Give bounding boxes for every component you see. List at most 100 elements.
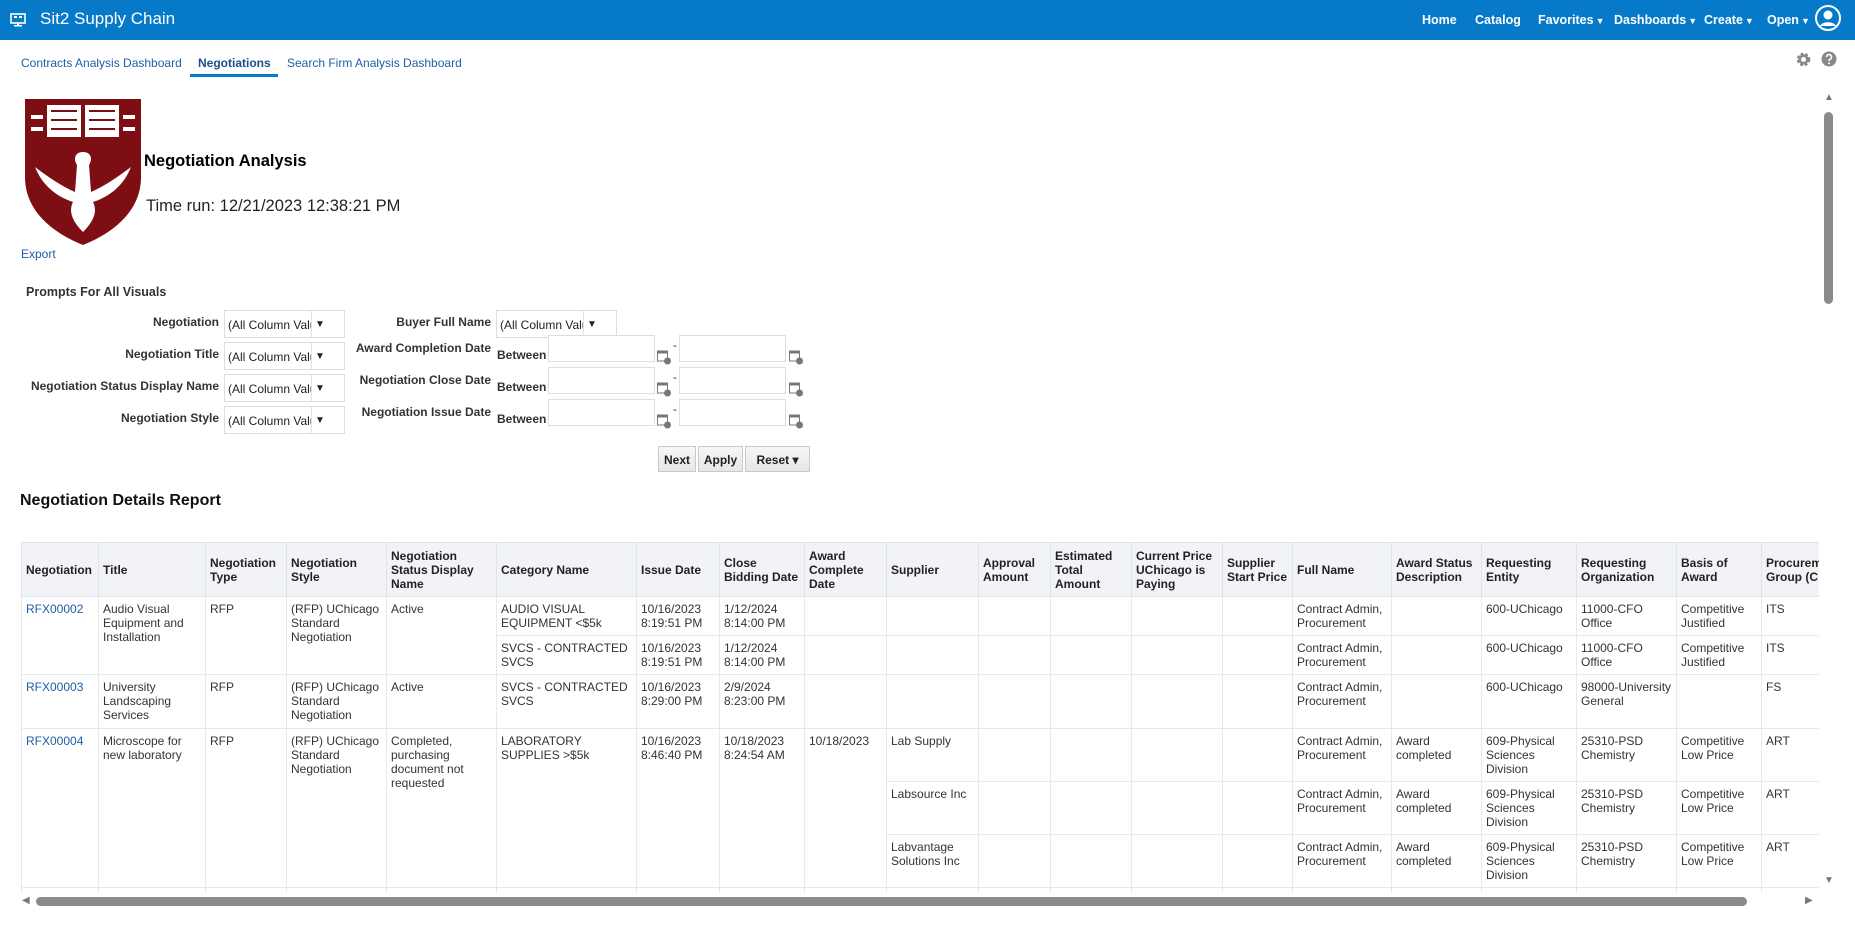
nav-dashboards[interactable]: Dashboards ▼ bbox=[1614, 13, 1697, 27]
table-cell bbox=[1131, 728, 1223, 782]
calendar-icon[interactable] bbox=[789, 381, 804, 397]
table-cell: ITS bbox=[1761, 596, 1819, 636]
table-cell: Award completed bbox=[1391, 834, 1482, 888]
prompt-select-value: (All Column Values) bbox=[228, 350, 311, 364]
table-cell: Labvantage Solutions Inc bbox=[886, 834, 979, 888]
table-cell: 2/9/2024 8:23:00 PM bbox=[719, 674, 805, 729]
dropdown-arrow-icon[interactable]: ▼ bbox=[311, 311, 344, 337]
scroll-right-arrow-icon[interactable]: ▶ bbox=[1805, 895, 1813, 906]
table-cell: Competitive Justified bbox=[1676, 635, 1762, 675]
calendar-icon[interactable] bbox=[789, 413, 804, 429]
date-prompt-label: Negotiation Close Date bbox=[359, 373, 491, 387]
gear-icon[interactable] bbox=[1795, 51, 1812, 68]
dropdown-arrow-icon[interactable]: ▼ bbox=[311, 343, 344, 369]
column-header[interactable]: Category Name bbox=[496, 542, 637, 597]
table-cell: Competitive Low Price bbox=[1676, 781, 1762, 835]
nav-home-label: Home bbox=[1422, 13, 1457, 27]
table-cell: Award completed bbox=[1391, 781, 1482, 835]
date-to-input[interactable] bbox=[679, 335, 786, 362]
column-header[interactable]: Negotiation Style bbox=[286, 542, 387, 597]
reset-button[interactable]: Reset ▾ bbox=[745, 446, 810, 472]
table-cell: Active bbox=[386, 674, 497, 729]
column-header[interactable]: Requesting Entity bbox=[1481, 542, 1577, 597]
column-header[interactable]: Award Complete Date bbox=[804, 542, 887, 597]
date-from-input[interactable] bbox=[548, 399, 655, 426]
table-cell bbox=[1222, 728, 1293, 782]
prompt-label: Negotiation Status Display Name bbox=[30, 379, 219, 393]
dropdown-arrow-icon[interactable]: ▼ bbox=[311, 375, 344, 401]
column-header[interactable]: Supplier Start Price bbox=[1222, 542, 1293, 597]
column-header[interactable]: Requesting Organization bbox=[1576, 542, 1677, 597]
calendar-icon[interactable] bbox=[657, 349, 672, 365]
scroll-down-arrow-icon[interactable]: ▼ bbox=[1824, 875, 1834, 886]
date-to-input[interactable] bbox=[679, 399, 786, 426]
calendar-icon[interactable] bbox=[657, 413, 672, 429]
column-header[interactable]: Full Name bbox=[1292, 542, 1392, 597]
table-cell: 600-UChicago bbox=[1481, 674, 1577, 729]
caret-down-icon: ▼ bbox=[1744, 16, 1754, 26]
date-from-input[interactable] bbox=[548, 335, 655, 362]
prompt-select[interactable]: (All Column Values)▼ bbox=[224, 374, 345, 402]
horizontal-scroll-thumb[interactable] bbox=[36, 897, 1747, 906]
nav-dashboards-label: Dashboards bbox=[1614, 13, 1687, 27]
date-to-input[interactable] bbox=[679, 367, 786, 394]
table-cell bbox=[1222, 781, 1293, 835]
user-avatar-icon[interactable] bbox=[1815, 5, 1841, 31]
negotiation-link[interactable]: RFX00003 bbox=[21, 674, 99, 729]
table-cell: Labsource Inc bbox=[886, 781, 979, 835]
column-header[interactable]: Close Bidding Date bbox=[719, 542, 805, 597]
table-cell: Contract Admin, Procurement bbox=[1292, 781, 1392, 835]
column-header[interactable]: Negotiation Status Display Name bbox=[386, 542, 497, 597]
prompt-select-value: (All Column Values) bbox=[228, 318, 311, 332]
scroll-left-arrow-icon[interactable]: ◀ bbox=[22, 895, 30, 906]
column-header[interactable]: Basis of Award bbox=[1676, 542, 1762, 597]
app-navigator-icon[interactable] bbox=[10, 13, 26, 27]
negotiation-link[interactable]: RFX00004 bbox=[21, 728, 99, 888]
dropdown-arrow-icon[interactable]: ▼ bbox=[311, 407, 344, 433]
table-cell bbox=[978, 596, 1051, 636]
export-link[interactable]: Export bbox=[21, 247, 56, 261]
table-cell bbox=[1222, 596, 1293, 636]
date-from-input[interactable] bbox=[548, 367, 655, 394]
column-header[interactable]: Negotiation Type bbox=[205, 542, 287, 597]
help-icon[interactable] bbox=[1821, 51, 1837, 67]
table-cell: FS bbox=[1761, 674, 1819, 729]
column-header[interactable]: Supplier bbox=[886, 542, 979, 597]
calendar-icon[interactable] bbox=[657, 381, 672, 397]
prompt-select[interactable]: (All Column Values)▼ bbox=[224, 406, 345, 434]
tab-contracts-analysis[interactable]: Contracts Analysis Dashboard bbox=[21, 56, 182, 70]
column-header[interactable]: Approval Amount bbox=[978, 542, 1051, 597]
scroll-up-arrow-icon[interactable]: ▲ bbox=[1824, 92, 1834, 103]
prompt-select[interactable]: (All Column Values)▼ bbox=[224, 342, 345, 370]
table-cell bbox=[1761, 887, 1819, 893]
apply-button[interactable]: Apply bbox=[698, 446, 743, 472]
table-cell bbox=[978, 781, 1051, 835]
column-header[interactable]: Title bbox=[98, 542, 206, 597]
column-header[interactable]: Procurement Group (C bbox=[1761, 542, 1819, 597]
table-cell bbox=[886, 596, 979, 636]
nav-catalog[interactable]: Catalog bbox=[1475, 13, 1521, 27]
tab-negotiations[interactable]: Negotiations bbox=[198, 56, 271, 70]
next-button[interactable]: Next bbox=[658, 446, 696, 472]
nav-favorites[interactable]: Favorites ▼ bbox=[1538, 13, 1605, 27]
table-cell: 25310-PSD Chemistry bbox=[1576, 834, 1677, 888]
nav-create[interactable]: Create ▼ bbox=[1704, 13, 1754, 27]
column-header[interactable]: Negotiation bbox=[21, 542, 99, 597]
caret-down-icon: ▼ bbox=[1800, 16, 1810, 26]
column-header[interactable]: Current Price UChicago is Paying bbox=[1131, 542, 1223, 597]
negotiation-link[interactable]: RFX00002 bbox=[21, 596, 99, 675]
nav-open-label: Open bbox=[1767, 13, 1799, 27]
column-header[interactable]: Issue Date bbox=[636, 542, 720, 597]
tab-search-firm-analysis[interactable]: Search Firm Analysis Dashboard bbox=[287, 56, 462, 70]
dropdown-arrow-icon[interactable]: ▼ bbox=[583, 311, 616, 337]
nav-home[interactable]: Home bbox=[1422, 13, 1457, 27]
prompt-select[interactable]: (All Column Values)▼ bbox=[224, 310, 345, 338]
table-cell: 11000-CFO Office bbox=[1576, 596, 1677, 636]
nav-open[interactable]: Open ▼ bbox=[1767, 13, 1810, 27]
column-header[interactable]: Estimated Total Amount bbox=[1050, 542, 1132, 597]
buyer-select[interactable]: (All Column Values)▼ bbox=[496, 310, 617, 338]
calendar-icon[interactable] bbox=[789, 349, 804, 365]
vertical-scroll-thumb[interactable] bbox=[1824, 112, 1833, 304]
top-bar bbox=[0, 0, 1855, 40]
column-header[interactable]: Award Status Description bbox=[1391, 542, 1482, 597]
